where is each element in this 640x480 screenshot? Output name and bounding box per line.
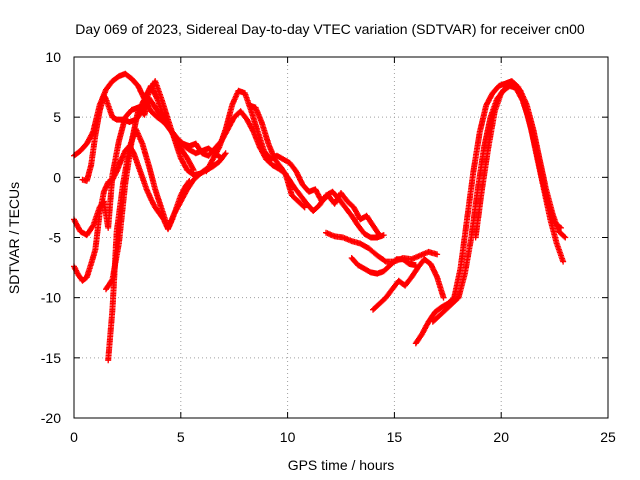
x-tick-label: 0 — [70, 429, 78, 445]
x-tick-label: 5 — [177, 429, 185, 445]
y-tick-label: -15 — [41, 350, 61, 366]
x-tick-label: 25 — [600, 429, 616, 445]
x-tick-labels: 0 5 10 15 20 25 — [70, 429, 616, 445]
chart-title: Day 069 of 2023, Sidereal Day-to-day VTE… — [75, 21, 585, 37]
plus-markers — [348, 255, 419, 277]
y-tick-label: -5 — [49, 230, 62, 246]
y-tick-label: -10 — [41, 290, 61, 306]
x-axis-label: GPS time / hours — [288, 457, 395, 473]
x-tick-label: 10 — [280, 429, 296, 445]
y-tick-label: 5 — [53, 109, 61, 125]
plus-markers — [246, 102, 387, 241]
y-tick-label: 10 — [45, 49, 61, 65]
plus-markers — [203, 87, 383, 239]
series-arc-g — [203, 87, 383, 239]
series-arc-j — [348, 255, 419, 277]
y-tick-label: -20 — [41, 410, 61, 426]
y-tick-label: 0 — [53, 169, 61, 185]
axis-ticks — [73, 56, 609, 419]
x-tick-label: 15 — [387, 429, 403, 445]
y-axis-label: SDTVAR / TECUs — [6, 182, 22, 294]
series-arc-k — [370, 256, 447, 313]
y-tick-labels: -20 -15 -10 -5 0 5 10 — [41, 49, 61, 426]
plus-markers — [370, 256, 447, 313]
series-arc-n — [472, 80, 569, 241]
plus-markers — [472, 80, 569, 241]
series-arc-h — [246, 102, 387, 241]
x-tick-label: 20 — [493, 429, 509, 445]
